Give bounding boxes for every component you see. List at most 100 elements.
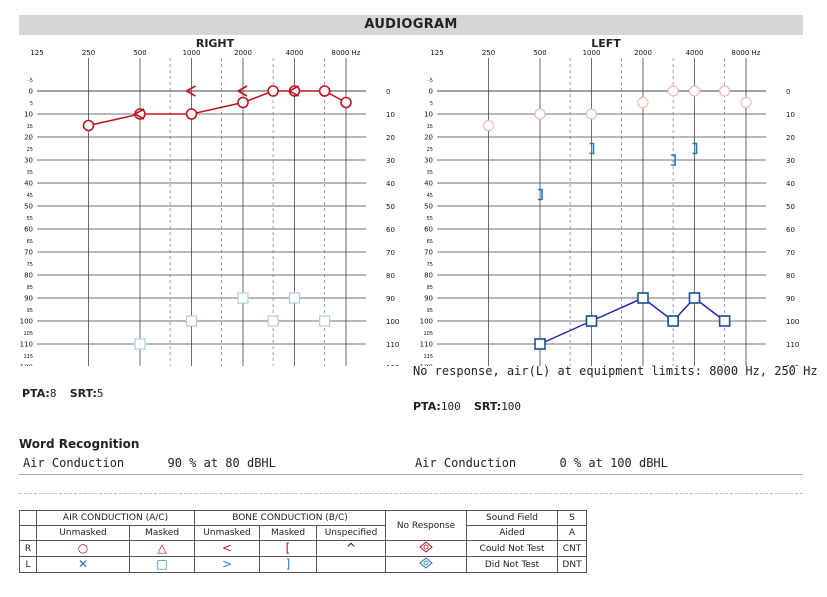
left-freq-tick: 500	[533, 49, 546, 57]
legend-s: S	[557, 510, 587, 526]
legend-a: A	[557, 525, 587, 541]
left-db-tick: 90	[424, 295, 433, 303]
left-db-tick-right: 100	[786, 318, 799, 326]
legend-nr-blue-icon	[385, 556, 467, 573]
right-db-tick: 55	[27, 216, 33, 222]
right-db-tick: 65	[27, 239, 33, 245]
right-srt-value: 5	[96, 387, 104, 400]
legend-blank	[19, 525, 37, 541]
left-db-tick: 80	[424, 272, 433, 280]
right-db-tick-right: 80	[386, 272, 395, 280]
legend-sound-field: Sound Field	[466, 510, 558, 526]
no-response-note: No response, air(L) at equipment limits:…	[413, 364, 818, 378]
left-db-tick: 100	[420, 318, 433, 326]
left-freq-tick: 8000 Hz	[732, 49, 761, 57]
left-faded-right-ac-point	[585, 108, 598, 120]
right-db-tick: 20	[24, 134, 33, 142]
right-faded-left-ac-point	[319, 315, 331, 327]
right-ac-point	[267, 85, 279, 97]
legend-square-icon: □	[129, 556, 195, 573]
left-faded-right-ac-point	[688, 85, 701, 97]
left-freq-tick: 2000	[634, 49, 652, 57]
right-freq-tick: 4000	[286, 49, 304, 57]
left-db-tick: 20	[424, 134, 433, 142]
right-db-tick: 100	[20, 318, 33, 326]
section-divider	[19, 474, 803, 475]
right-pta-srt: PTA:8 SRT:5	[22, 387, 104, 400]
left-db-tick: 15	[427, 124, 433, 130]
legend-unmasked-bc: Unmasked	[194, 525, 260, 541]
left-db-tick-right: 80	[786, 272, 795, 280]
left-ac-point	[718, 315, 731, 327]
right-ac-line	[88, 90, 347, 127]
right-faded-left-ac-point	[288, 292, 301, 304]
left-db-tick: 120	[420, 364, 433, 367]
right-db-tick: 70	[24, 249, 33, 257]
left-faded-right-ac-point	[534, 108, 546, 120]
right-db-tick-right: 0	[386, 88, 390, 96]
left-bc-point	[671, 154, 676, 166]
dashed-divider	[19, 493, 803, 494]
right-bc-point	[287, 85, 299, 97]
right-ac-point	[82, 119, 95, 132]
left-db-tick: 35	[427, 170, 433, 176]
right-db-tick-right: 70	[386, 249, 395, 257]
right-pta-label: PTA:	[22, 387, 50, 400]
right-freq-tick: 2000	[234, 49, 252, 57]
legend-cnt: CNT	[557, 540, 587, 557]
legend-empty-cell	[316, 556, 386, 573]
audiogram-title: AUDIOGRAM	[364, 17, 458, 32]
left-ear-title: LEFT	[591, 37, 621, 50]
left-db-tick-right: 20	[786, 134, 795, 142]
right-ear-title: RIGHT	[195, 37, 235, 50]
legend-r: R	[19, 540, 37, 557]
left-db-tick: 10	[424, 111, 433, 119]
right-db-tick-right: 20	[386, 134, 395, 142]
left-db-tick: 75	[427, 262, 433, 268]
audiogram-header: AUDIOGRAM	[19, 15, 803, 35]
left-db-tick-right: 0	[786, 88, 790, 96]
legend-aided: Aided	[466, 525, 558, 541]
right-db-tick: 80	[24, 272, 33, 280]
left-db-tick: -5	[428, 78, 433, 84]
right-db-tick-right: 90	[386, 295, 395, 303]
left-db-tick-right: 60	[786, 226, 795, 234]
left-ac-point	[688, 292, 701, 304]
right-db-tick: 85	[27, 285, 33, 291]
right-db-tick: 90	[24, 295, 33, 303]
right-ac-point	[340, 96, 352, 109]
legend-x-icon: ✕	[36, 556, 130, 573]
legend-nr-red-icon	[385, 540, 467, 557]
left-srt-value: 100	[501, 400, 522, 413]
right-db-tick: 110	[20, 341, 33, 349]
left-faded-right-ac-point	[740, 96, 752, 109]
left-ac-point	[585, 315, 598, 327]
legend-greater-than-icon: >	[194, 556, 260, 573]
left-db-tick-right: 30	[786, 157, 795, 165]
left-bc-point	[538, 188, 543, 201]
right-freq-tick: 500	[133, 49, 146, 57]
right-db-tick-right: 40	[386, 180, 395, 188]
right-freq-tick: 8000 Hz	[332, 49, 361, 57]
left-faded-right-ac-point	[482, 119, 495, 132]
left-db-tick: 115	[423, 354, 433, 360]
right-faded-left-ac-point	[185, 315, 198, 327]
right-db-tick: 40	[24, 180, 33, 188]
word-recognition-left: Air Conduction 0 % at 100 dBHL	[415, 456, 668, 470]
left-db-tick: 85	[427, 285, 433, 291]
left-freq-tick: 125	[430, 49, 443, 57]
left-faded-right-ac-point	[667, 85, 679, 97]
legend-masked-bc: Masked	[259, 525, 317, 541]
left-ear-audiogram: 125 250 500 1000 2000 4000 8000 Hz-50510152025…	[420, 49, 799, 367]
word-recognition-title: Word Recognition	[19, 437, 140, 451]
legend-no-response: No Response	[385, 510, 467, 541]
legend-triangle-icon: △	[129, 540, 195, 557]
right-db-tick: -5	[28, 78, 33, 84]
right-bc-point	[236, 85, 248, 97]
legend-air-header: AIR CONDUCTION (A/C)	[36, 510, 195, 526]
right-db-tick-right: 60	[386, 226, 395, 234]
left-ac-point	[534, 338, 546, 350]
left-db-tick: 45	[427, 193, 433, 199]
right-db-tick: 0	[29, 88, 33, 96]
right-db-tick: 30	[24, 157, 33, 165]
